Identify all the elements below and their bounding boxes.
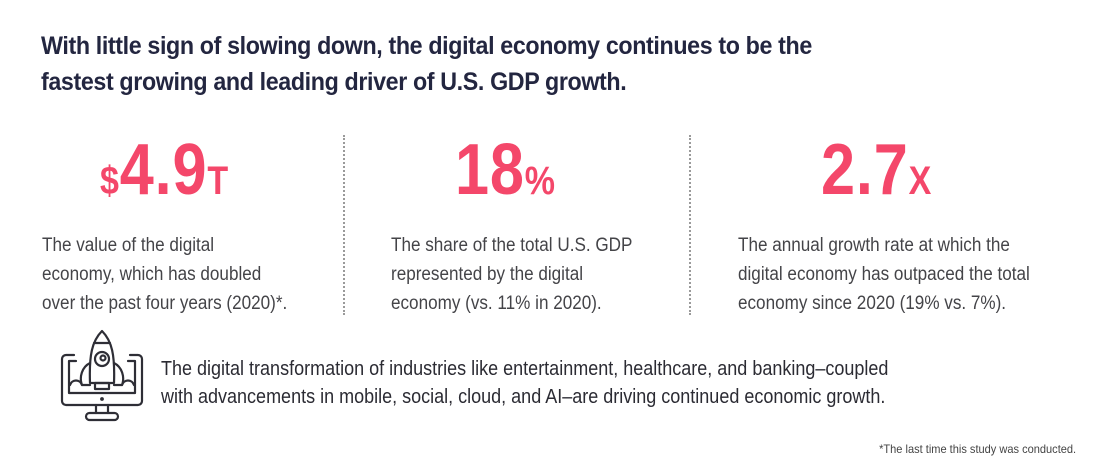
stat-value: 4.9: [119, 130, 208, 210]
stat-description-line: The value of the digital: [42, 235, 215, 256]
rocket-monitor-icon: [60, 329, 144, 422]
stat-figure: 18%: [455, 128, 629, 223]
bottom-summary: The digital transformation of industries…: [161, 355, 971, 411]
stat-description-line: represented by the digital: [391, 264, 584, 285]
stat-growth-rate: 2.7X The annual growth rate at which the…: [738, 128, 1062, 318]
stat-description-line: economy, which has doubled: [42, 264, 262, 285]
stat-figure: $4.9T: [100, 128, 282, 223]
headline-line-2: fastest growing and leading driver of U.…: [41, 68, 627, 96]
stat-figure: 2.7X: [821, 128, 1026, 223]
stat-description: The value of the digital economy, which …: [42, 231, 287, 318]
bottom-summary-line-1: The digital transformation of industries…: [161, 358, 889, 380]
stat-prefix: $: [100, 159, 120, 203]
stat-value: 18: [455, 130, 525, 210]
stat-unit: X: [908, 159, 933, 203]
bottom-summary-line-2: with advancements in mobile, social, clo…: [161, 386, 886, 408]
stat-description-line: over the past four years (2020)*.: [42, 293, 288, 314]
stat-digital-economy-value: $4.9T The value of the digital economy, …: [42, 128, 314, 318]
headline: With little sign of slowing down, the di…: [41, 28, 934, 100]
stat-description: The annual growth rate at which the digi…: [738, 231, 1030, 318]
stat-unit: T: [207, 159, 230, 203]
dotted-divider: [343, 135, 345, 315]
stat-description-line: economy since 2020 (19% vs. 7%).: [738, 293, 1007, 314]
footnote: *The last time this study was conducted.: [879, 442, 1076, 456]
stat-description-line: The annual growth rate at which the: [738, 235, 1010, 256]
headline-line-1: With little sign of slowing down, the di…: [41, 32, 812, 60]
stat-description: The share of the total U.S. GDP represen…: [391, 231, 632, 318]
dotted-divider: [689, 135, 691, 315]
stat-description-line: digital economy has outpaced the total: [738, 264, 1030, 285]
stat-gdp-share: 18% The share of the total U.S. GDP repr…: [391, 128, 659, 318]
stat-description-line: economy (vs. 11% in 2020).: [391, 293, 602, 314]
stat-value: 2.7: [821, 130, 909, 210]
stat-description-line: The share of the total U.S. GDP: [391, 235, 633, 256]
stat-unit: %: [524, 159, 556, 203]
